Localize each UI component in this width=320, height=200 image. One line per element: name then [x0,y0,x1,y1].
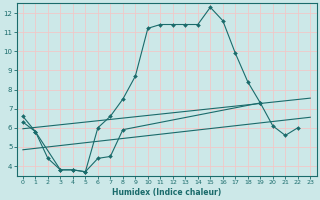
X-axis label: Humidex (Indice chaleur): Humidex (Indice chaleur) [112,188,221,197]
